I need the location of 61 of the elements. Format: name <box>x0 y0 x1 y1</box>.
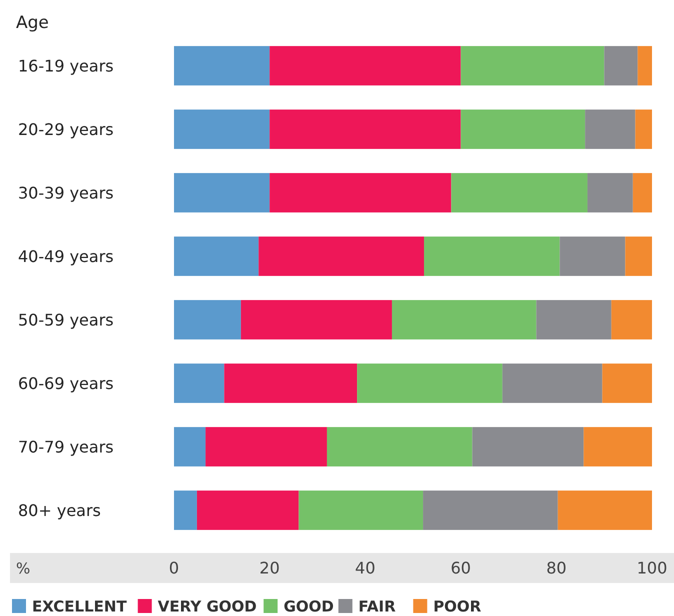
bar <box>585 110 636 149</box>
y-tick-label: 60-69 years <box>18 374 114 393</box>
bar <box>625 236 652 276</box>
x-tick-label: 0 <box>168 558 180 578</box>
bar <box>604 46 638 86</box>
bar <box>584 427 652 466</box>
bar <box>174 46 270 86</box>
y-axis-title: Age <box>16 13 49 33</box>
y-tick-label: 20-29 years <box>18 120 114 139</box>
bar <box>174 110 270 149</box>
bar <box>502 364 602 403</box>
bar <box>174 364 224 403</box>
bar <box>270 110 461 149</box>
y-tick-label: 80+ years <box>18 500 101 520</box>
y-tick-label: 50-59 years <box>18 310 114 330</box>
bar <box>602 364 652 403</box>
bar <box>174 427 206 466</box>
x-tick-label: 60 <box>450 558 471 578</box>
bar <box>558 490 652 530</box>
bar <box>424 236 560 276</box>
x-tick-label: 40 <box>355 558 376 578</box>
bar <box>270 46 461 86</box>
y-tick-label: 40-49 years <box>18 246 114 266</box>
x-axis-title: % <box>16 559 30 578</box>
bar <box>611 300 652 340</box>
bar <box>460 46 604 86</box>
legend-label: GOOD <box>284 597 334 616</box>
bar <box>174 300 241 340</box>
bar <box>206 427 327 466</box>
bar <box>460 110 586 149</box>
bar <box>638 46 652 86</box>
y-tick-label: 30-39 years <box>18 183 114 202</box>
bar <box>196 490 299 530</box>
bar <box>298 490 424 530</box>
bar <box>423 490 558 530</box>
bar <box>174 236 259 276</box>
bar <box>258 236 424 276</box>
bar <box>587 173 633 212</box>
bar <box>224 364 358 403</box>
x-tick-label: 100 <box>636 558 668 578</box>
bar <box>326 427 472 466</box>
bar <box>536 300 612 340</box>
bar <box>632 173 652 212</box>
bar <box>472 427 584 466</box>
bar <box>174 173 270 212</box>
bar <box>451 173 588 212</box>
legend-label: EXCELLENT <box>32 597 128 616</box>
bar <box>270 173 452 212</box>
bar <box>560 236 626 276</box>
legend-label: FAIR <box>358 597 396 616</box>
bar <box>392 300 536 340</box>
y-tick-label: 70-79 years <box>18 437 114 456</box>
x-tick-label: 80 <box>546 558 567 578</box>
bar <box>357 364 502 403</box>
legend-label: POOR <box>433 597 482 616</box>
x-tick-label: 20 <box>259 558 280 578</box>
legend-label: VERY GOOD <box>158 597 257 616</box>
bar <box>240 300 392 340</box>
bar <box>174 490 197 530</box>
bar <box>635 110 652 149</box>
y-tick-label: 16-19 years <box>18 56 114 76</box>
